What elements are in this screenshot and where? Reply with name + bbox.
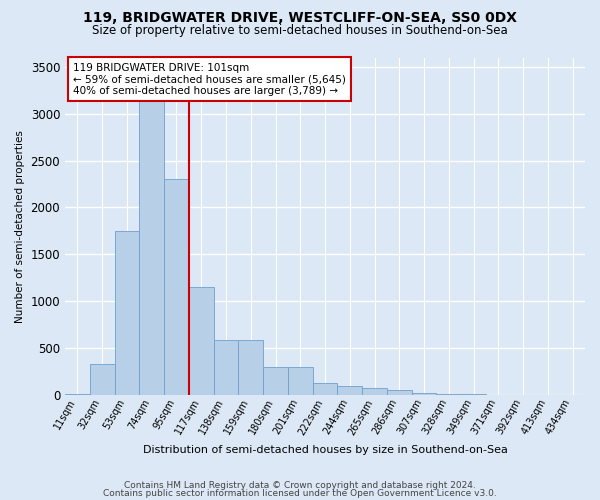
Bar: [164, 180, 189, 394]
Text: 119 BRIDGWATER DRIVE: 101sqm
← 59% of semi-detached houses are smaller (5,645)
4: 119 BRIDGWATER DRIVE: 101sqm ← 59% of se…: [73, 62, 346, 96]
Text: Contains HM Land Registry data © Crown copyright and database right 2024.: Contains HM Land Registry data © Crown c…: [124, 481, 476, 490]
Text: Size of property relative to semi-detached houses in Southend-on-Sea: Size of property relative to semi-detach…: [92, 24, 508, 37]
Bar: [387, 390, 412, 394]
Bar: [362, 388, 387, 394]
Bar: [214, 340, 238, 394]
Bar: [313, 384, 337, 394]
Bar: [412, 393, 436, 394]
Bar: [115, 231, 139, 394]
Bar: [189, 287, 214, 395]
X-axis label: Distribution of semi-detached houses by size in Southend-on-Sea: Distribution of semi-detached houses by …: [143, 445, 508, 455]
Text: 119, BRIDGWATER DRIVE, WESTCLIFF-ON-SEA, SS0 0DX: 119, BRIDGWATER DRIVE, WESTCLIFF-ON-SEA,…: [83, 11, 517, 25]
Bar: [288, 366, 313, 394]
Bar: [337, 386, 362, 394]
Bar: [90, 364, 115, 394]
Y-axis label: Number of semi-detached properties: Number of semi-detached properties: [15, 130, 25, 322]
Bar: [263, 366, 288, 394]
Bar: [238, 340, 263, 394]
Bar: [139, 76, 164, 394]
Text: Contains public sector information licensed under the Open Government Licence v3: Contains public sector information licen…: [103, 488, 497, 498]
